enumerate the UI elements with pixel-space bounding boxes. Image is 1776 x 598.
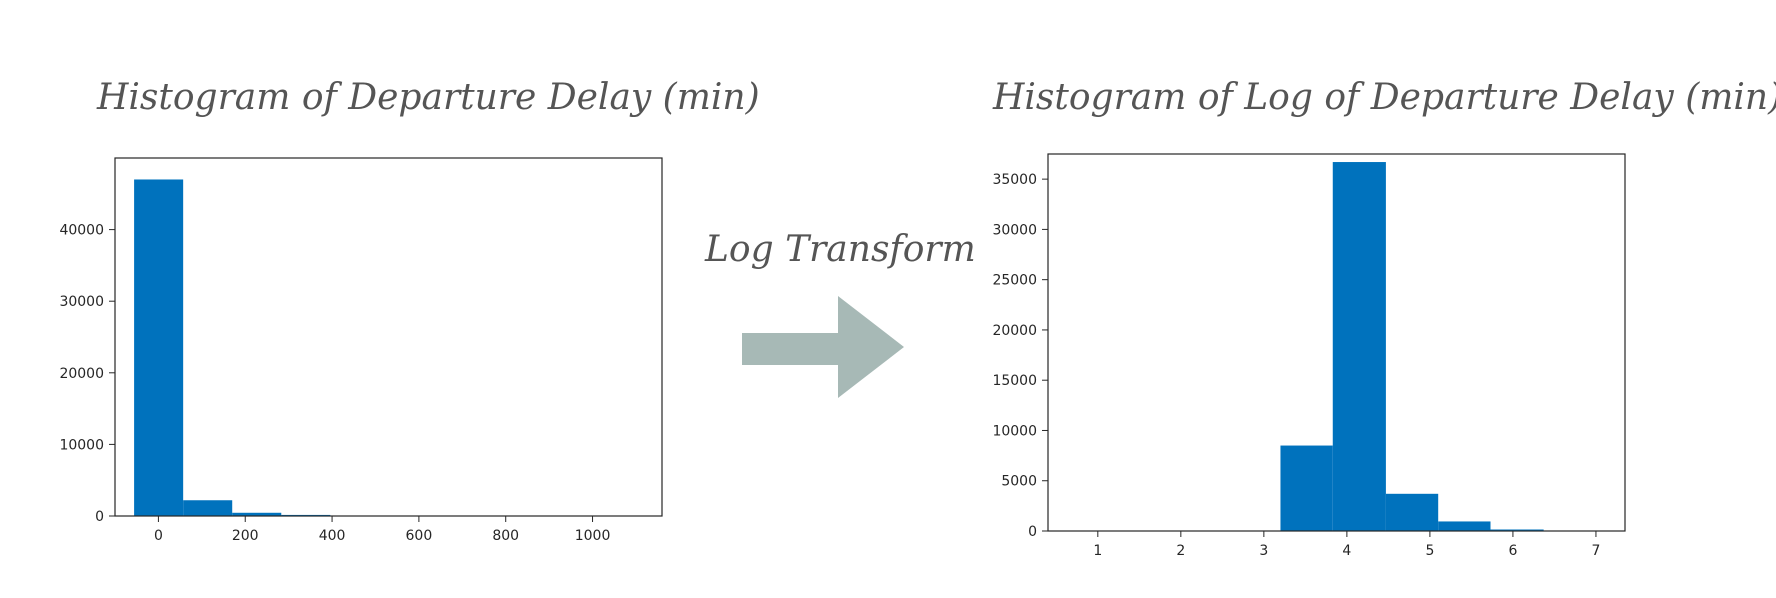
x-tick-label: 200 (232, 528, 259, 544)
histogram-bar (232, 512, 282, 516)
histogram-bar (134, 179, 184, 517)
x-tick-label: 800 (492, 528, 519, 544)
x-tick-label: 2 (1176, 543, 1185, 559)
y-tick-label: 40000 (59, 223, 104, 239)
y-tick-label: 15000 (992, 373, 1037, 389)
y-tick-label: 10000 (59, 437, 104, 453)
y-tick-label: 30000 (59, 294, 104, 310)
x-tick-label: 4 (1342, 543, 1351, 559)
y-tick-label: 20000 (992, 323, 1037, 339)
left-histogram: 0 200 400 600 800 1000 0 10000 20000 30000 40000 (59, 157, 663, 544)
x-tick-label: 0 (154, 528, 163, 544)
x-tick-label: 600 (406, 528, 433, 544)
histogram-bar (183, 500, 233, 516)
x-tick-label: 3 (1259, 543, 1268, 559)
y-tick-label: 20000 (59, 366, 104, 382)
y-tick-label: 35000 (992, 172, 1037, 188)
x-tick-label: 1 (1093, 543, 1102, 559)
histogram-bar (1332, 162, 1386, 531)
x-tick-label: 6 (1508, 543, 1517, 559)
histogram-bar (1280, 445, 1333, 531)
x-tick-label: 1000 (575, 528, 611, 544)
y-tick-label: 0 (1028, 524, 1037, 540)
right-arrow-icon (742, 296, 904, 398)
histogram-bar (1490, 529, 1544, 531)
plot-frame (1047, 153, 1626, 532)
right-chart-title: Histogram of Log of Departure Delay (min… (993, 77, 1776, 118)
plot-frame (114, 157, 663, 517)
x-tick-label: 400 (319, 528, 346, 544)
y-tick-label: 10000 (992, 423, 1037, 439)
y-tick-label: 30000 (992, 222, 1037, 238)
y-tick-label: 25000 (992, 273, 1037, 289)
x-tick-label: 5 (1425, 543, 1434, 559)
histogram-bar (1438, 521, 1491, 531)
left-chart-title: Histogram of Departure Delay (min) (97, 77, 760, 118)
histogram-bar (1385, 493, 1439, 531)
right-histogram: 1 2 3 4 5 6 7 0 5000 10000 15000 20000 25000 30000 35… (992, 153, 1626, 559)
y-tick-label: 5000 (1001, 474, 1037, 490)
y-tick-label: 0 (95, 509, 104, 525)
transform-label: Log Transform (705, 229, 976, 270)
x-tick-label: 7 (1591, 543, 1600, 559)
